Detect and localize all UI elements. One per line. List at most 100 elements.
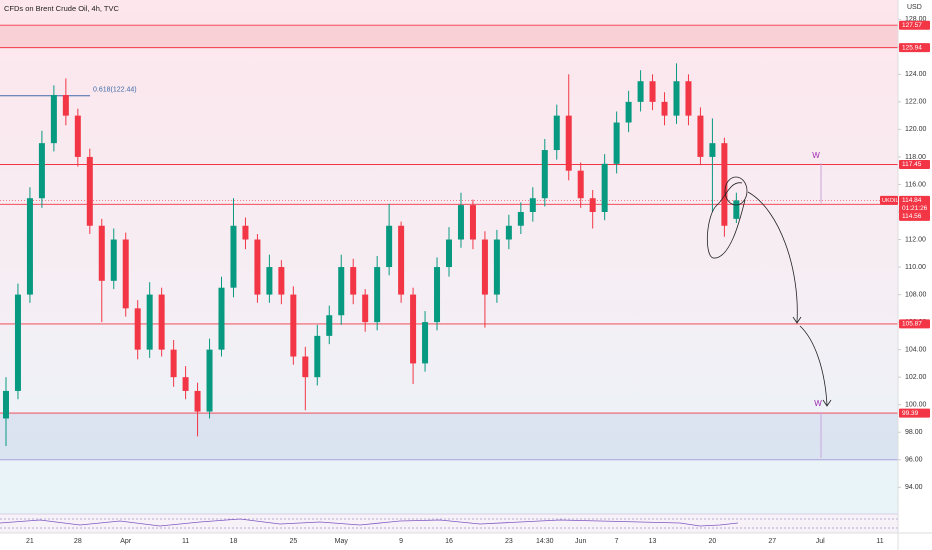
- x-tick-label: 16: [445, 538, 453, 545]
- candle-body: [553, 115, 560, 151]
- candle-body: [218, 287, 225, 350]
- circle-annotation: [724, 176, 748, 206]
- candle-body: [386, 225, 393, 268]
- level-label: 125.94: [902, 44, 922, 51]
- x-tick-label: 25: [289, 538, 297, 545]
- indicator-line: [0, 518, 739, 527]
- candle-body: [709, 143, 716, 157]
- candle-body: [697, 115, 704, 157]
- candle-body: [2, 390, 9, 419]
- x-tick-label: 18: [230, 538, 238, 545]
- candle-body: [350, 267, 357, 295]
- candle-body: [326, 315, 333, 336]
- candle-body: [446, 239, 452, 268]
- candle-body: [457, 205, 464, 240]
- y-tick-label: 102.00: [905, 374, 927, 381]
- candle-body: [565, 115, 572, 171]
- candle-body: [422, 322, 429, 364]
- candle-body: [733, 200, 740, 219]
- candle-body: [50, 94, 57, 144]
- level-label-box: [899, 319, 930, 329]
- y-tick-label: 110.00: [905, 264, 926, 271]
- y-tick-label: 100.00: [905, 402, 927, 409]
- arrow-path: [799, 325, 828, 406]
- candle-body: [110, 239, 117, 281]
- y-tick-label: 116.00: [905, 181, 926, 188]
- current-price-label-box: [899, 195, 930, 205]
- candle-body: [26, 198, 33, 295]
- ticker-label: UKOIL: [882, 198, 899, 204]
- x-tick-label: 20: [709, 538, 717, 545]
- candle-body: [122, 239, 129, 309]
- zone: [0, 413, 898, 460]
- candle-body: [242, 225, 249, 240]
- y-tick-label: 112.00: [905, 236, 926, 243]
- level-label: 99.39: [902, 410, 919, 417]
- x-tick-label: 28: [74, 538, 82, 545]
- x-tick-label: 11: [182, 538, 189, 545]
- level-label: 117.45: [902, 161, 922, 168]
- candle-body: [410, 294, 417, 364]
- chart-title: CFDs on Brent Crude Oil, 4h, TVC: [4, 4, 119, 13]
- level-label-box: [899, 43, 930, 53]
- candle-body: [254, 239, 261, 295]
- level-label-box: [899, 211, 930, 221]
- level-label: 114.56: [902, 213, 922, 220]
- level-label-box: [899, 159, 930, 169]
- candle-body: [493, 239, 500, 295]
- candle-body: [206, 349, 213, 412]
- price-axis: [898, 0, 932, 550]
- candle-body: [601, 163, 608, 212]
- x-tick-label: 7: [615, 538, 619, 545]
- candle-body: [290, 294, 297, 357]
- candle-body: [637, 81, 644, 102]
- candle-body: [613, 122, 620, 164]
- ellipse-annotation: [706, 182, 746, 259]
- y-tick-label: 120.00: [905, 126, 927, 133]
- candle-body: [469, 205, 476, 240]
- x-tick-label: Jul: [816, 538, 825, 545]
- candle-body: [589, 198, 596, 212]
- candle-body: [38, 143, 45, 199]
- y-tick-label: 124.00: [905, 71, 927, 78]
- x-tick-label: 23: [505, 538, 513, 545]
- candle-body: [721, 143, 728, 226]
- candle-body: [338, 267, 345, 316]
- candle-body: [434, 267, 441, 323]
- candle-body: [146, 294, 153, 350]
- y-tick-label: 94.00: [905, 484, 923, 491]
- x-tick-label: 9: [399, 538, 403, 545]
- x-tick-label: 11: [876, 538, 883, 545]
- candle-body: [170, 349, 177, 378]
- level-label: 127.57: [902, 22, 922, 29]
- x-tick-label: 13: [649, 538, 657, 545]
- countdown-label: 01:21:26: [902, 205, 928, 212]
- candle-body: [134, 308, 141, 350]
- y-tick-label: 96.00: [905, 457, 923, 464]
- time-axis: [0, 533, 898, 550]
- candle-body: [230, 225, 237, 288]
- candle-body: [14, 294, 21, 391]
- candle-body: [314, 335, 321, 378]
- candle-body: [398, 225, 405, 295]
- candle-body: [266, 267, 273, 295]
- candle-body: [685, 81, 692, 116]
- current-price-label: 114.84: [902, 197, 922, 204]
- y-tick-label: 108.00: [905, 291, 927, 298]
- candle-body: [577, 170, 584, 199]
- candle-body: [673, 81, 680, 116]
- candle-body: [505, 225, 512, 240]
- arrow-head: [822, 399, 832, 407]
- indicator-pane: [0, 514, 898, 533]
- level-label-box: [899, 408, 930, 418]
- layers: 0.618(122.44): [0, 24, 898, 461]
- y-tick-label: 118.00: [905, 154, 926, 161]
- y-tick-label: 122.00: [905, 99, 927, 106]
- zone: [0, 25, 898, 48]
- candle-body: [529, 198, 536, 212]
- candle-body: [541, 150, 548, 199]
- y-tick-label: 104.00: [905, 346, 927, 353]
- candle-body: [74, 115, 81, 157]
